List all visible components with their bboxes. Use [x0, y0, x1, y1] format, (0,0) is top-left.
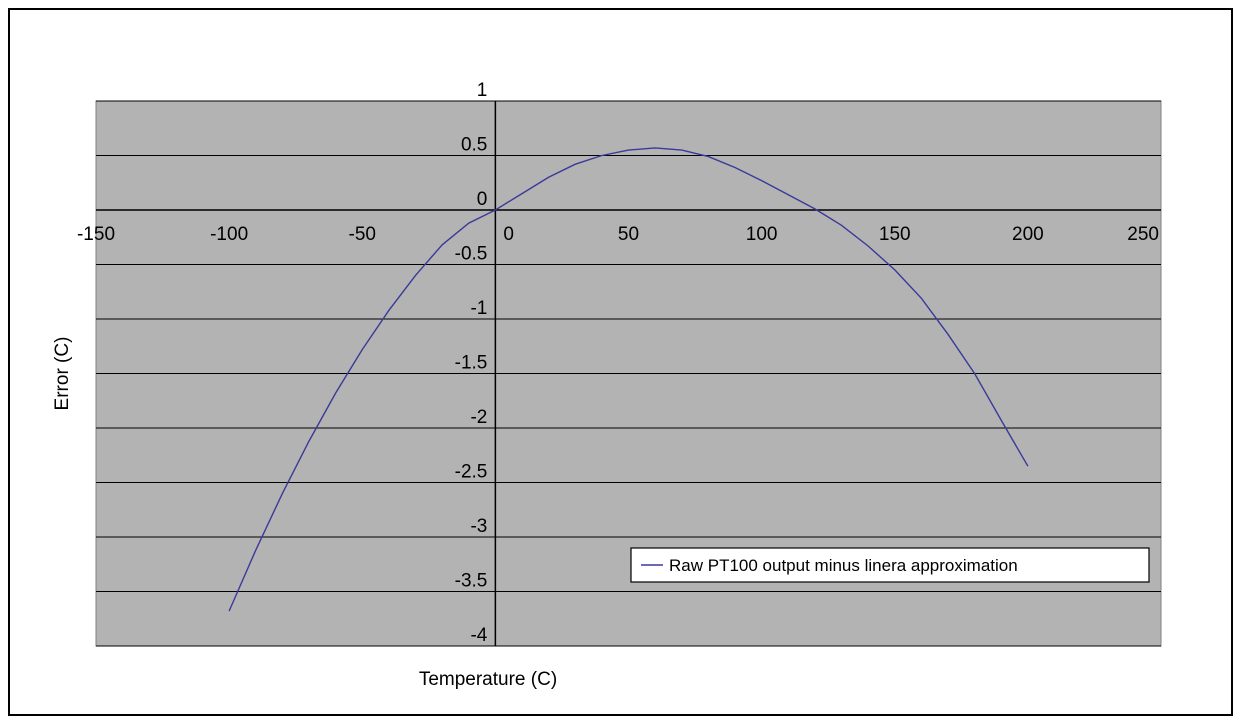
- x-tick-labels: -150 -100 -50 0 50 100 150 200 250: [77, 224, 1159, 245]
- x-tick-label-1: -100: [210, 224, 248, 245]
- series-line: [228, 147, 1029, 612]
- y-tick-label-2: 0: [477, 189, 488, 210]
- y-tick-label-6: -2: [470, 407, 487, 428]
- y-tick-label-1: 0.5: [461, 135, 487, 156]
- y-tick-label-4: -1: [470, 298, 487, 319]
- y-tick-label-10: -4: [470, 625, 487, 646]
- x-tick-label-3: 0: [503, 224, 514, 245]
- x-tick-label-0: -150: [77, 224, 115, 245]
- legend-label: Raw PT100 output minus linera approximat…: [669, 556, 1018, 575]
- x-tick-label-4: 50: [618, 224, 639, 245]
- legend: Raw PT100 output minus linera approximat…: [630, 547, 1150, 583]
- axes: [96, 101, 1161, 646]
- x-tick-label-7: 200: [1012, 224, 1044, 245]
- x-axis-title: Temperature (C): [419, 669, 557, 690]
- x-tick-label-2: -50: [349, 224, 376, 245]
- y-tick-label-3: -0.5: [455, 244, 488, 265]
- x-tick-label-8: 250: [1127, 224, 1159, 245]
- y-axis-title: Error (C): [52, 337, 73, 411]
- y-tick-label-7: -2.5: [455, 462, 488, 483]
- y-tick-label-5: -1.5: [455, 353, 488, 374]
- y-tick-label-9: -3.5: [455, 571, 488, 592]
- legend-box: [630, 547, 1150, 583]
- x-tick-label-5: 100: [746, 224, 778, 245]
- y-tick-label-0: 1: [477, 80, 488, 101]
- x-tick-label-6: 150: [879, 224, 911, 245]
- y-tick-label-8: -3: [470, 516, 487, 537]
- y-tick-labels: 1 0.5 0 -0.5 -1 -1.5 -2 -2.5 -3 -3.5 -4: [455, 80, 488, 646]
